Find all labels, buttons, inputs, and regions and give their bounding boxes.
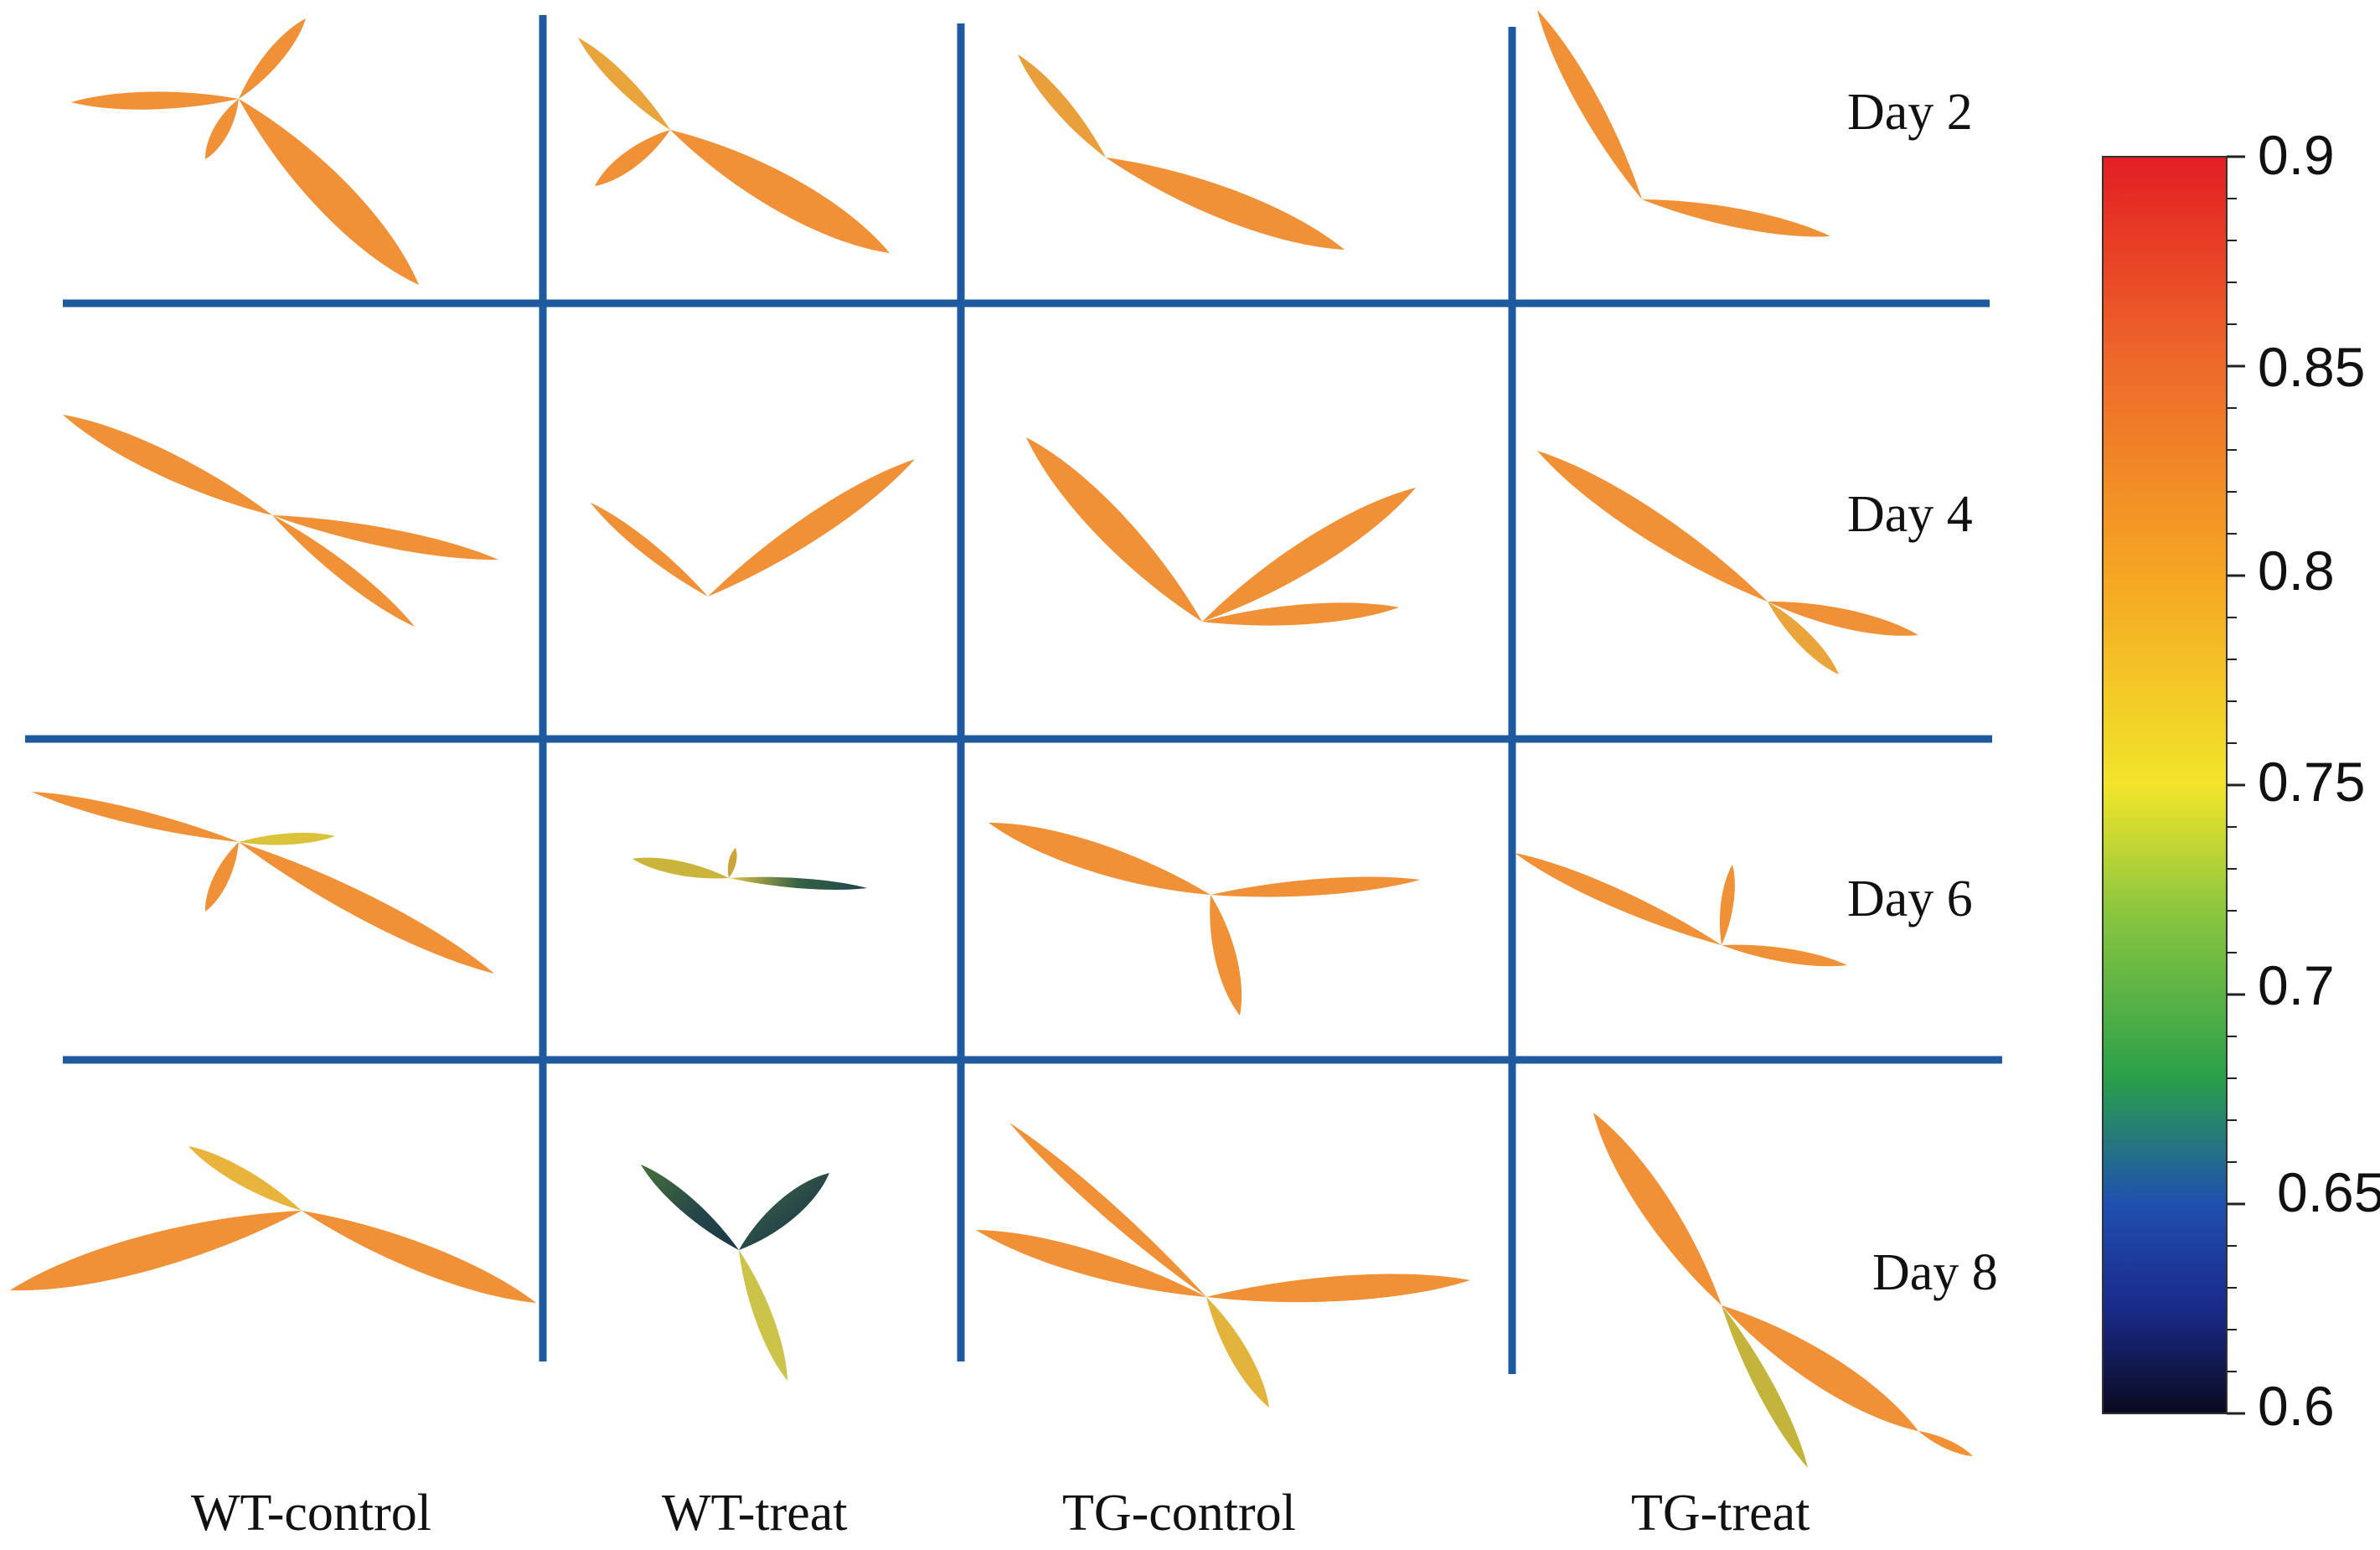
leaf xyxy=(10,1211,302,1291)
leaf xyxy=(641,1165,739,1250)
column-label-tg-control: TG-control xyxy=(1062,1485,1296,1542)
leaf xyxy=(239,842,494,974)
leaf xyxy=(272,515,498,561)
leaf xyxy=(1515,853,1722,945)
leaf xyxy=(188,1146,302,1211)
colorbar-tick-label: 0.75 xyxy=(2258,751,2366,813)
leaf xyxy=(1537,10,1642,199)
leaf xyxy=(1537,451,1768,602)
column-label-wt-treat: WT-treat xyxy=(662,1485,848,1542)
leaf xyxy=(63,415,272,515)
leaf xyxy=(1206,1274,1470,1303)
leaf xyxy=(71,91,239,110)
leaf xyxy=(32,792,239,842)
leaf xyxy=(302,1211,536,1303)
leaf xyxy=(1106,158,1345,250)
leaf xyxy=(204,99,239,159)
colorbar-tick-label: 0.85 xyxy=(2258,336,2366,398)
colorbar-tick-label: 0.7 xyxy=(2258,954,2335,1016)
leaf xyxy=(1918,1431,1973,1456)
leaf xyxy=(1722,1305,1808,1468)
leaf xyxy=(204,842,239,912)
leaf xyxy=(1018,54,1106,158)
leaf xyxy=(578,38,670,130)
row-label-day-6: Day 6 xyxy=(1847,871,1973,927)
column-label-wt-control: WT-control xyxy=(191,1485,431,1542)
leaf xyxy=(1722,944,1847,967)
leaf xyxy=(739,1250,787,1381)
leaf xyxy=(1593,1113,1722,1305)
leaf xyxy=(1202,488,1416,622)
leaf xyxy=(1211,876,1420,897)
leaf xyxy=(976,1230,1206,1297)
leaf xyxy=(708,459,915,597)
row-label-day-2: Day 2 xyxy=(1847,84,1973,141)
leaf xyxy=(239,99,419,285)
leaf xyxy=(670,130,890,253)
leaf xyxy=(1202,602,1399,626)
leaf xyxy=(272,515,415,627)
leaf xyxy=(739,1173,829,1250)
leaf xyxy=(595,130,670,186)
colorbar-tick-label: 0.9 xyxy=(2258,124,2335,186)
leaf xyxy=(1642,199,1830,237)
leaf xyxy=(1026,437,1202,622)
leaf xyxy=(1768,601,1918,636)
leaf xyxy=(239,833,335,845)
leaf xyxy=(1719,865,1735,945)
leaf xyxy=(1206,1297,1269,1408)
leaf xyxy=(239,18,306,99)
colorbar-tick-label: 0.65 xyxy=(2277,1161,2380,1223)
leaf xyxy=(729,876,867,890)
leaf xyxy=(632,857,729,879)
leaf xyxy=(1210,895,1242,1015)
colorbar-tick-label: 0.6 xyxy=(2258,1375,2335,1437)
leaf xyxy=(727,848,737,878)
colorbar-tick-label: 0.8 xyxy=(2258,540,2335,602)
row-label-day-8: Day 8 xyxy=(1872,1244,1998,1301)
leaf xyxy=(591,503,708,597)
row-label-day-4: Day 4 xyxy=(1847,486,1973,543)
column-label-tg-treat: TG-treat xyxy=(1631,1485,1810,1542)
colorbar-scale xyxy=(2102,156,2228,1414)
leaf xyxy=(989,822,1211,895)
colorbar xyxy=(2102,155,2245,1415)
leaf xyxy=(1768,602,1839,674)
leaf xyxy=(1722,1305,1918,1431)
leaf xyxy=(1009,1123,1206,1297)
leaf-images xyxy=(10,10,1973,1468)
panel-grid-lines xyxy=(25,15,2002,1374)
